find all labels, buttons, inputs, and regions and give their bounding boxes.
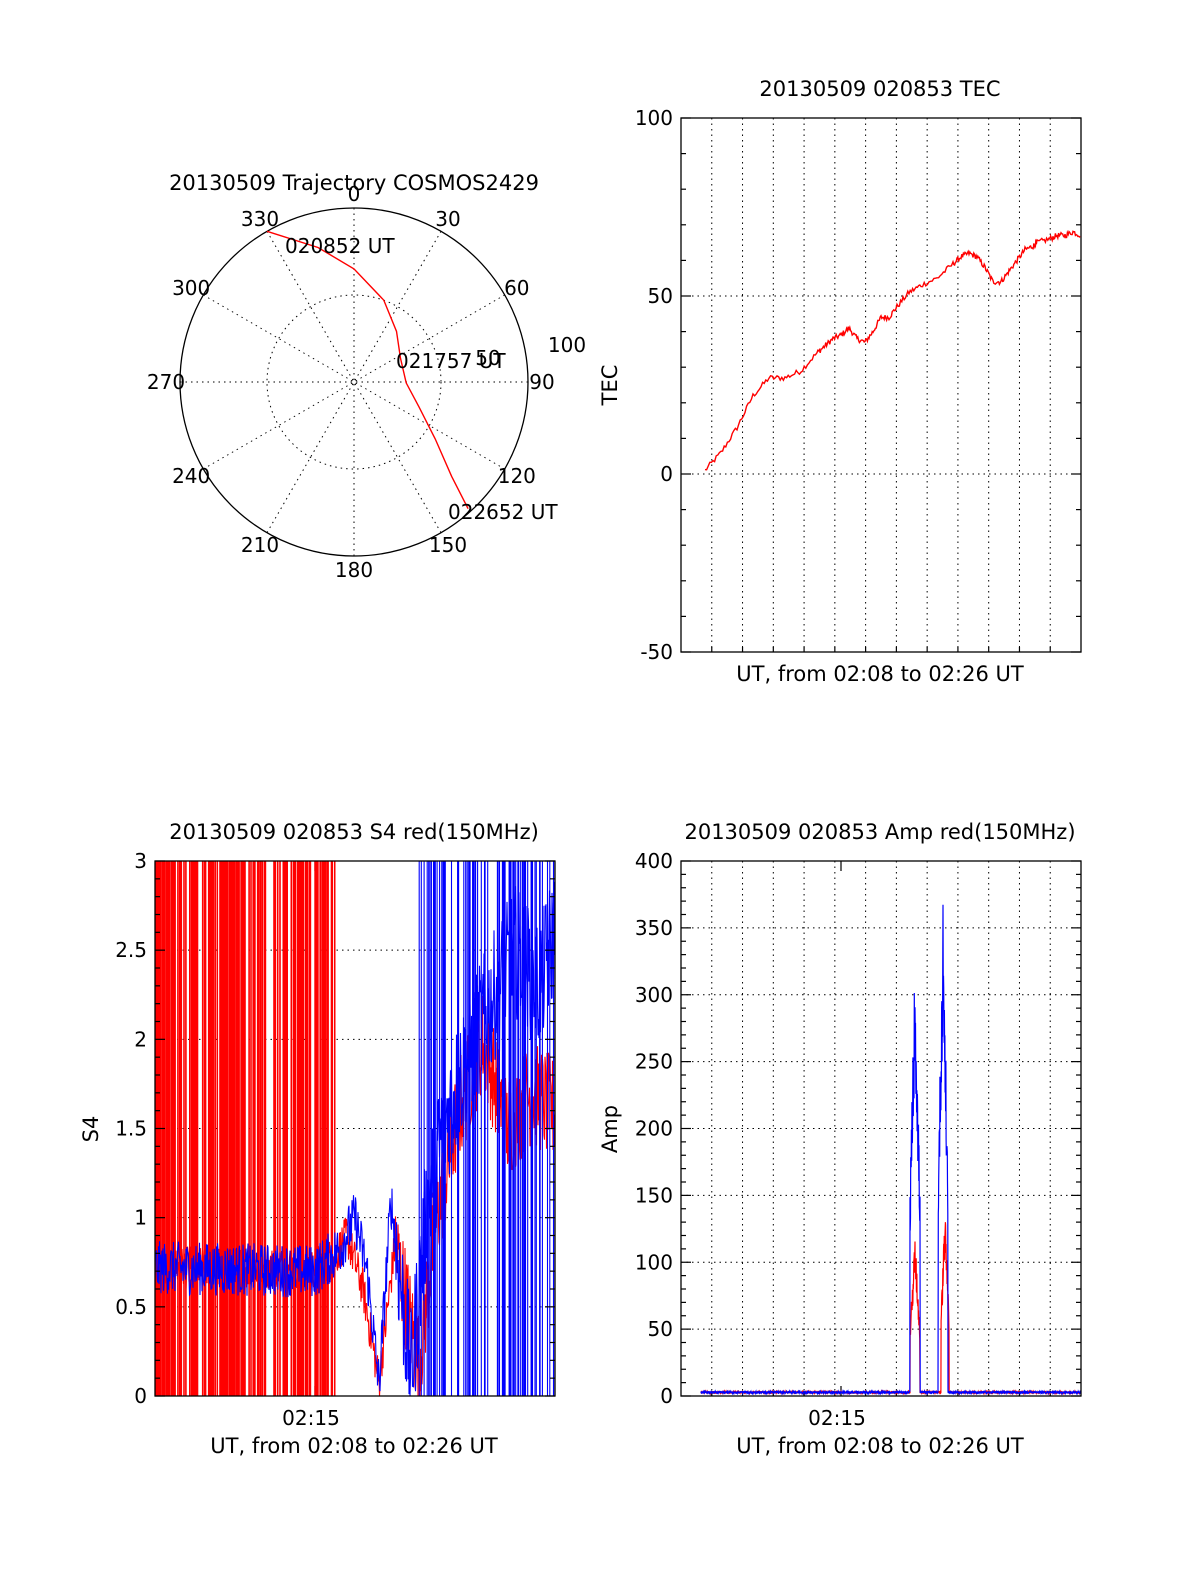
amp-xtick-label: 02:15 [808, 1406, 866, 1430]
trajectory-title: 20130509 Trajectory COSMOS2429 [169, 171, 539, 195]
polar-radial-label-100: 100 [548, 333, 586, 357]
polar-angle-label: 60 [504, 276, 529, 300]
s4-xlabel: UT, from 02:08 to 02:26 UT [210, 1434, 498, 1458]
ytick-label: 300 [635, 983, 673, 1007]
trajectory-start-label: 020852 UT [285, 234, 395, 258]
amp-title: 20130509 020853 Amp red(150MHz) [684, 820, 1075, 844]
ytick-label: -50 [640, 640, 673, 664]
ytick-label: 3 [134, 849, 147, 873]
s4-series-red [155, 861, 555, 1396]
polar-angle-label: 300 [172, 276, 210, 300]
tec-title: 20130509 020853 TEC [759, 77, 1000, 101]
tec-grid [681, 118, 1081, 652]
ytick-label: 0 [660, 462, 673, 486]
ytick-label: 1.5 [115, 1117, 147, 1141]
tec-chart: 20130509 020853 TEC -50 0 50 100 TEC UT, fr… [598, 77, 1082, 686]
amp-xlabel: UT, from 02:08 to 02:26 UT [736, 1434, 1024, 1458]
ytick-label: 150 [635, 1183, 673, 1207]
polar-spoke [266, 231, 442, 533]
polar-angle-label: 240 [172, 464, 210, 488]
amp-trace-blue [700, 904, 1081, 1396]
polar-angle-label: 150 [429, 533, 467, 557]
amp-series-red [700, 1222, 1081, 1396]
ytick-label: 100 [635, 106, 673, 130]
s4-chart: 20130509 020853 S4 red(150MHz) 0 0.5 1 1.5 2… [79, 820, 556, 1458]
s4-traces [155, 861, 555, 1396]
ytick-label: 0.5 [115, 1295, 147, 1319]
polar-angle-label: 270 [147, 370, 185, 394]
polar-angle-label: 0 [348, 182, 361, 206]
ytick-label: 50 [648, 284, 673, 308]
polar-angle-label: 210 [241, 533, 279, 557]
s4-trace-blue [155, 881, 555, 1396]
polar-angle-label: 30 [435, 207, 460, 231]
trajectory-path [266, 230, 469, 510]
ytick-label: 0 [660, 1384, 673, 1408]
amp-series-blue [700, 904, 1081, 1396]
s4-xtick-label: 02:15 [282, 1406, 340, 1430]
polar-inner-circle [266, 294, 442, 470]
ytick-label: 350 [635, 916, 673, 940]
polar-angle-label: 330 [241, 207, 279, 231]
ytick-label: 50 [648, 1317, 673, 1341]
polar-angle-label: 120 [498, 464, 536, 488]
polar-spoke [203, 294, 505, 470]
s4-series-blue [155, 861, 555, 1396]
amp-trace-red [700, 1222, 1081, 1396]
ytick-label: 250 [635, 1050, 673, 1074]
tec-xlabel: UT, from 02:08 to 02:26 UT [736, 662, 1024, 686]
ytick-label: 1 [134, 1206, 147, 1230]
amp-ylabel: Amp [598, 1105, 622, 1153]
polar-angle-labels: 0 30 60 90 120 150 180 210 240 270 300 330 [147, 182, 555, 582]
trajectory-chart: 20130509 Trajectory COSMOS2429 0 30 60 90 12… [147, 171, 586, 582]
amp-frame [680, 860, 1082, 1397]
tec-yticks: -50 0 50 100 [635, 106, 1081, 664]
amp-yticks: 0 50 100 150 200 250 300 350 400 [635, 849, 1081, 1408]
tec-series-line [704, 229, 1081, 471]
tec-frame [680, 117, 1082, 653]
ytick-label: 2 [134, 1027, 147, 1051]
s4-title: 20130509 020853 S4 red(150MHz) [169, 820, 539, 844]
polar-spoke [266, 231, 442, 533]
polar-spoke [203, 294, 505, 470]
ytick-label: 0 [134, 1384, 147, 1408]
ytick-label: 100 [635, 1250, 673, 1274]
tec-ylabel: TEC [598, 365, 622, 407]
ytick-label: 200 [635, 1117, 673, 1141]
amp-traces [700, 904, 1081, 1396]
s4-ylabel: S4 [79, 1116, 103, 1143]
amp-grid [681, 861, 1081, 1396]
ytick-label: 2.5 [115, 938, 147, 962]
polar-angle-label: 180 [335, 558, 373, 582]
ytick-label: 400 [635, 849, 673, 873]
trajectory-mid-label: 021757 UT [396, 349, 506, 373]
polar-radial-label-50: 50 [475, 346, 500, 370]
amp-chart: 20130509 020853 Amp red(150MHz) 0 50 100 15… [598, 820, 1082, 1458]
polar-angle-label: 90 [529, 370, 554, 394]
trajectory-end-label: 022652 UT [448, 500, 558, 524]
s4-yticks: 0 0.5 1 1.5 2 2.5 3 [115, 849, 555, 1408]
